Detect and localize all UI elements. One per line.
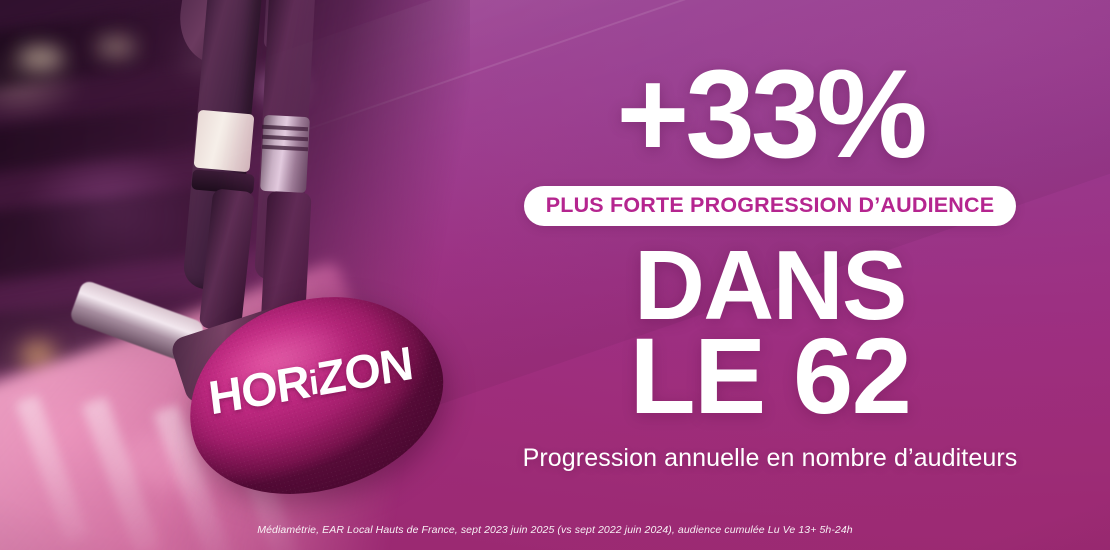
headline-line-1: DANS [634,230,907,340]
headline-percentage: +33% [616,45,927,184]
message-block: +33% PLUS FORTE PROGRESSION D’AUDIENCE D… [430,0,1110,550]
audience-growth-badge: PLUS FORTE PROGRESSION D’AUDIENCE [523,186,1017,226]
studio-light-glow [96,36,136,58]
mic-boom-white-band [193,109,255,173]
headline-line-2: LE 62 [629,315,912,436]
studio-light-glow [18,46,64,70]
badge-wrapper: PLUS FORTE PROGRESSION D’AUDIENCE [430,186,1110,226]
subline-text: Progression annuelle en nombre d’auditeu… [522,444,1018,472]
legal-source-note: Médiamétrie, EAR Local Hauts de France, … [257,524,853,536]
